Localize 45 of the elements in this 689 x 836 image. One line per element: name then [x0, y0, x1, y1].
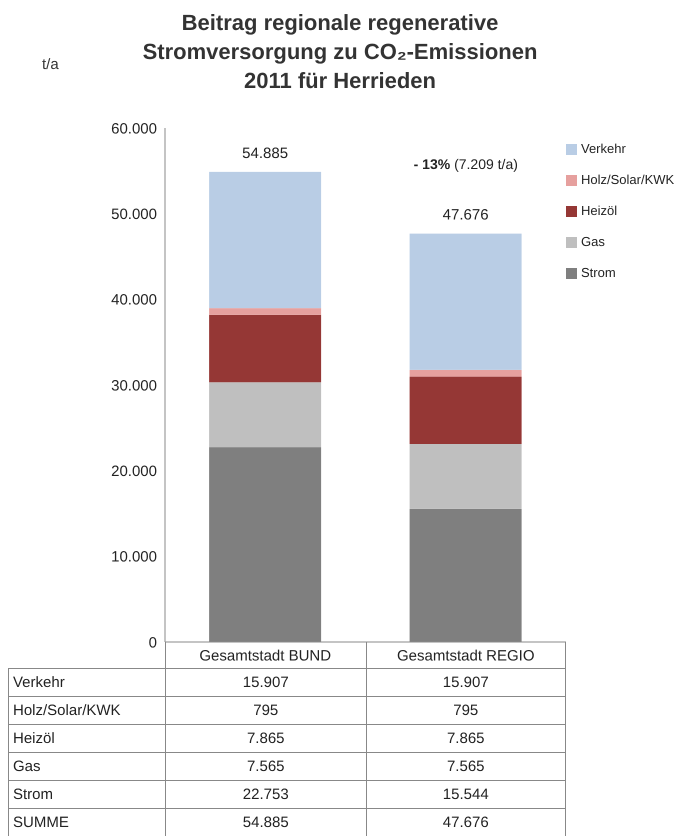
y-tick-label: 40.000	[111, 292, 157, 309]
data-label: 795	[366, 697, 566, 724]
legend-label: Heizöl	[581, 203, 618, 218]
text: 47.676	[442, 814, 489, 831]
data-label: 795	[165, 697, 366, 724]
bar	[410, 444, 522, 509]
data-label: 7.565	[165, 753, 366, 780]
legend-label: Gas	[581, 234, 605, 249]
bar	[209, 308, 322, 315]
y-tick-label: 0	[148, 634, 157, 652]
legend-label: Verkehr	[581, 141, 626, 156]
y-tick-label: 10.000	[111, 548, 157, 566]
text: Holz/Solar/KWK	[13, 702, 121, 719]
y-axis-title: t/a	[42, 56, 59, 73]
text: Verkehr	[13, 674, 65, 691]
total-label: 54.885	[242, 144, 288, 162]
text: SUMME	[8, 809, 165, 836]
bar	[410, 234, 522, 370]
x-tick-label: Gesamtstadt REGIO	[396, 648, 535, 665]
bar	[209, 314, 322, 382]
text: 54.885	[242, 814, 289, 831]
y-tick-label: 30.000	[111, 377, 157, 394]
text: Strom	[13, 786, 54, 803]
change-note: - 13% (7.209 t/a)	[412, 156, 519, 172]
legend-label: Strom	[581, 265, 616, 280]
data-label: 22.753	[165, 781, 366, 808]
chart-title: Beitrag regionale regenerative Stromversorgung zu CO₂-Emissionen 2011 für Herrieden	[142, 9, 538, 95]
y-tick-label: 60.000	[111, 120, 157, 138]
data-label: 7.565	[366, 753, 566, 780]
x-tick-label: Gesamtstadt BUND	[199, 648, 332, 665]
bar	[209, 382, 322, 448]
bar	[410, 376, 522, 444]
y-tick-label: 20.000	[111, 462, 157, 480]
total-label: 47.676	[442, 206, 489, 224]
text: Heizöl	[13, 730, 55, 747]
bar	[209, 172, 322, 308]
data-label: 15.907	[366, 669, 566, 696]
data-label: 7.865	[366, 725, 566, 752]
data-label: 15.907	[165, 669, 366, 696]
text: Gas	[13, 758, 41, 775]
data-label: 7.865	[165, 725, 366, 752]
legend-label: Holz/Solar/KWK	[581, 172, 674, 187]
data-label: 15.544	[366, 781, 566, 808]
y-tick-label: 50.000	[111, 206, 157, 223]
bar	[410, 370, 522, 377]
